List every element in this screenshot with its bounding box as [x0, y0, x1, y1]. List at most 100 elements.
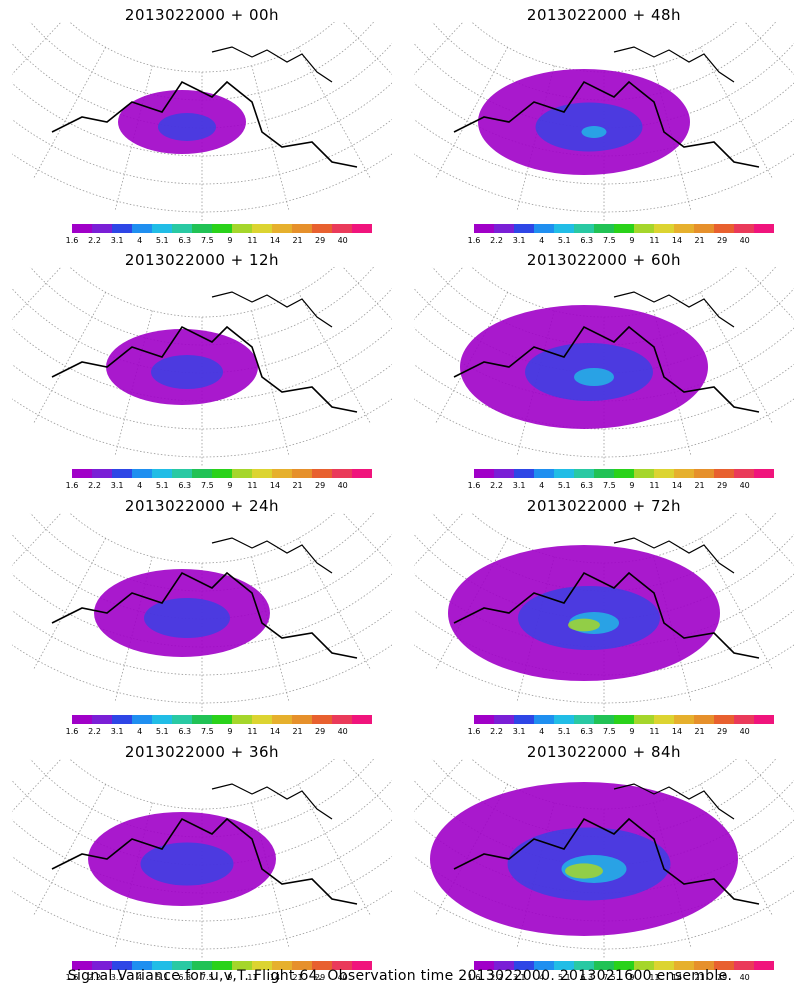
- colorbar-labels: 1.6 2.2 3.1 4 5.1 6.3 7.5 9 11 14 21 29 40: [66, 236, 374, 246]
- colorbar-segment: [192, 224, 212, 233]
- colorbar-tick-label: 6.3: [580, 481, 594, 490]
- colorbar-segment: [754, 961, 774, 970]
- colorbar-segment: [92, 961, 112, 970]
- colorbar-tick-label: 40: [337, 973, 348, 982]
- colorbar-segment: [594, 469, 614, 478]
- colorbar-segment: [172, 715, 192, 724]
- variance-region: [151, 355, 223, 389]
- colorbar-segment: [332, 469, 352, 478]
- colorbar-segment: [252, 469, 272, 478]
- colorbar-tick-label: 14: [269, 481, 281, 490]
- colorbar-segment: [554, 961, 574, 970]
- colorbar-tick-label: 40: [739, 236, 750, 245]
- colorbar-tick-label: 9: [629, 236, 635, 245]
- polar-map: [414, 513, 794, 713]
- colorbar-segment: [332, 224, 352, 233]
- colorbar-segment: [112, 715, 132, 724]
- colorbar-segment: [674, 469, 694, 478]
- colorbar-segment: [634, 715, 654, 724]
- colorbar-tick-label: 2.2: [88, 727, 101, 736]
- colorbar-segment: [594, 224, 614, 233]
- colorbar-tick-label: 11: [649, 236, 660, 245]
- colorbar: [72, 715, 372, 724]
- colorbar-tick-label: 1.6: [467, 481, 481, 490]
- colorbar-segment: [212, 224, 232, 233]
- colorbar-segment: [92, 469, 112, 478]
- coastline: [211, 783, 333, 820]
- colorbar-segment: [514, 715, 534, 724]
- colorbar-labels: 1.6 2.2 3.1 4 5.1 6.3 7.5 9 11 14 21 29 40: [66, 973, 374, 983]
- colorbar-segment: [152, 469, 172, 478]
- colorbar-tick-label: 9: [227, 973, 233, 982]
- colorbar-segment: [534, 469, 554, 478]
- colorbar-segment: [292, 715, 312, 724]
- colorbar-tick-label: 11: [247, 236, 258, 245]
- coastline: [211, 46, 333, 83]
- colorbar-segment: [132, 961, 152, 970]
- colorbar-tick-label: 40: [739, 481, 750, 490]
- coastline: [51, 325, 358, 413]
- colorbar: [474, 961, 774, 970]
- colorbar-segment: [152, 961, 172, 970]
- map-panel: 2013022000 + 84h 1.6 2.2 3.1 4 5.1 6.3 7.5 9 11 14…: [414, 739, 794, 984]
- polar-map: [12, 759, 392, 959]
- colorbar-tick-label: 14: [671, 481, 683, 490]
- colorbar-tick-label: 1.6: [467, 973, 481, 982]
- colorbar-segment: [352, 224, 372, 233]
- colorbar-segment: [534, 715, 554, 724]
- variance-region: [140, 842, 234, 886]
- colorbar-tick-label: 1.6: [467, 727, 481, 736]
- colorbar-segment: [292, 224, 312, 233]
- variance-region: [574, 368, 614, 386]
- panel-title: 2013022000 + 24h: [124, 497, 280, 515]
- colorbar-tick-label: 7.5: [602, 973, 616, 982]
- colorbar-tick-label: 21: [694, 236, 705, 245]
- colorbar-tick-label: 2.2: [88, 481, 101, 490]
- colorbar-tick-label: 6.3: [178, 727, 192, 736]
- colorbar-segment: [192, 469, 212, 478]
- colorbar-segment: [72, 224, 92, 233]
- figure-caption: Signal Variance for u,v,T. Flight 64. Ob…: [67, 968, 733, 984]
- colorbar-segment: [132, 224, 152, 233]
- colorbar-tick-label: 3.1: [110, 973, 124, 982]
- colorbar-tick-label: 29: [315, 481, 326, 490]
- colorbar-tick-label: 7.5: [200, 481, 214, 490]
- colorbar-segment: [754, 469, 774, 478]
- colorbar-segment: [574, 961, 594, 970]
- colorbar: [72, 224, 372, 233]
- coastline: [453, 80, 760, 168]
- colorbar-segment: [654, 224, 674, 233]
- colorbar-tick-label: 1.6: [467, 236, 481, 245]
- colorbar-segment: [212, 469, 232, 478]
- colorbar-tick-label: 14: [671, 973, 683, 982]
- colorbar-tick-label: 7.5: [200, 727, 214, 736]
- colorbar-segment: [92, 715, 112, 724]
- colorbar-segment: [272, 469, 292, 478]
- panel-title: 2013022000 + 60h: [526, 251, 682, 269]
- colorbar-segment: [192, 961, 212, 970]
- colorbar-tick-label: 1.6: [65, 973, 79, 982]
- colorbar-segment: [534, 961, 554, 970]
- colorbar-tick-label: 3.1: [512, 481, 526, 490]
- colorbar-tick-label: 3.1: [110, 727, 124, 736]
- colorbar-segment: [654, 469, 674, 478]
- coastline: [453, 817, 760, 905]
- polar-map: [12, 267, 392, 467]
- colorbar-tick-label: 9: [629, 973, 635, 982]
- colorbar-tick-label: 29: [717, 481, 728, 490]
- colorbar-segment: [232, 469, 252, 478]
- colorbar-tick-label: 6.3: [580, 973, 594, 982]
- colorbar-segment: [574, 224, 594, 233]
- colorbar-tick-label: 5.1: [557, 481, 571, 490]
- polar-map: [12, 513, 392, 713]
- colorbar-tick-label: 4: [137, 481, 143, 490]
- colorbar-segment: [112, 469, 132, 478]
- coastline: [613, 537, 735, 574]
- colorbar-segment: [232, 224, 252, 233]
- colorbar-segment: [674, 961, 694, 970]
- colorbar-labels: 1.6 2.2 3.1 4 5.1 6.3 7.5 9 11 14 21 29 40: [66, 481, 374, 491]
- colorbar-segment: [352, 961, 372, 970]
- colorbar-tick-label: 5.1: [155, 727, 169, 736]
- colorbar-segment: [172, 961, 192, 970]
- colorbar-segment: [594, 715, 614, 724]
